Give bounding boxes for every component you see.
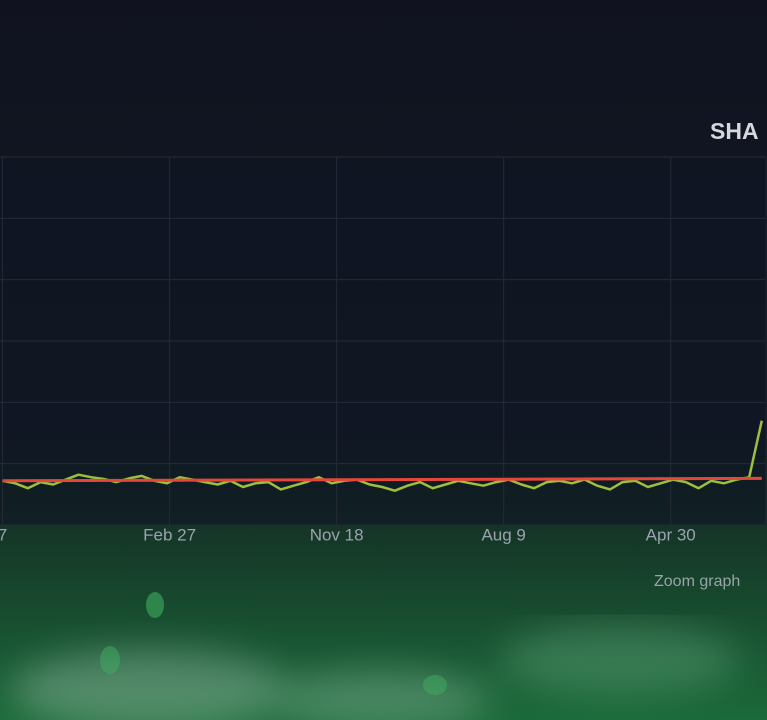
particle: [146, 592, 164, 618]
zoom-link[interactable]: Zoom graph: [654, 573, 740, 590]
x-tick-label: Aug 9: [481, 525, 525, 544]
x-tick-label: Nov 18: [310, 525, 364, 544]
series-line: [2, 476, 762, 483]
series-line: [2, 420, 764, 492]
particle: [423, 675, 447, 695]
particle: [100, 646, 120, 674]
x-tick-label: 7: [0, 525, 7, 544]
x-tick-label: Apr 30: [646, 525, 696, 544]
x-tick-label: Feb 27: [143, 525, 196, 544]
title: SHA: [710, 118, 759, 144]
